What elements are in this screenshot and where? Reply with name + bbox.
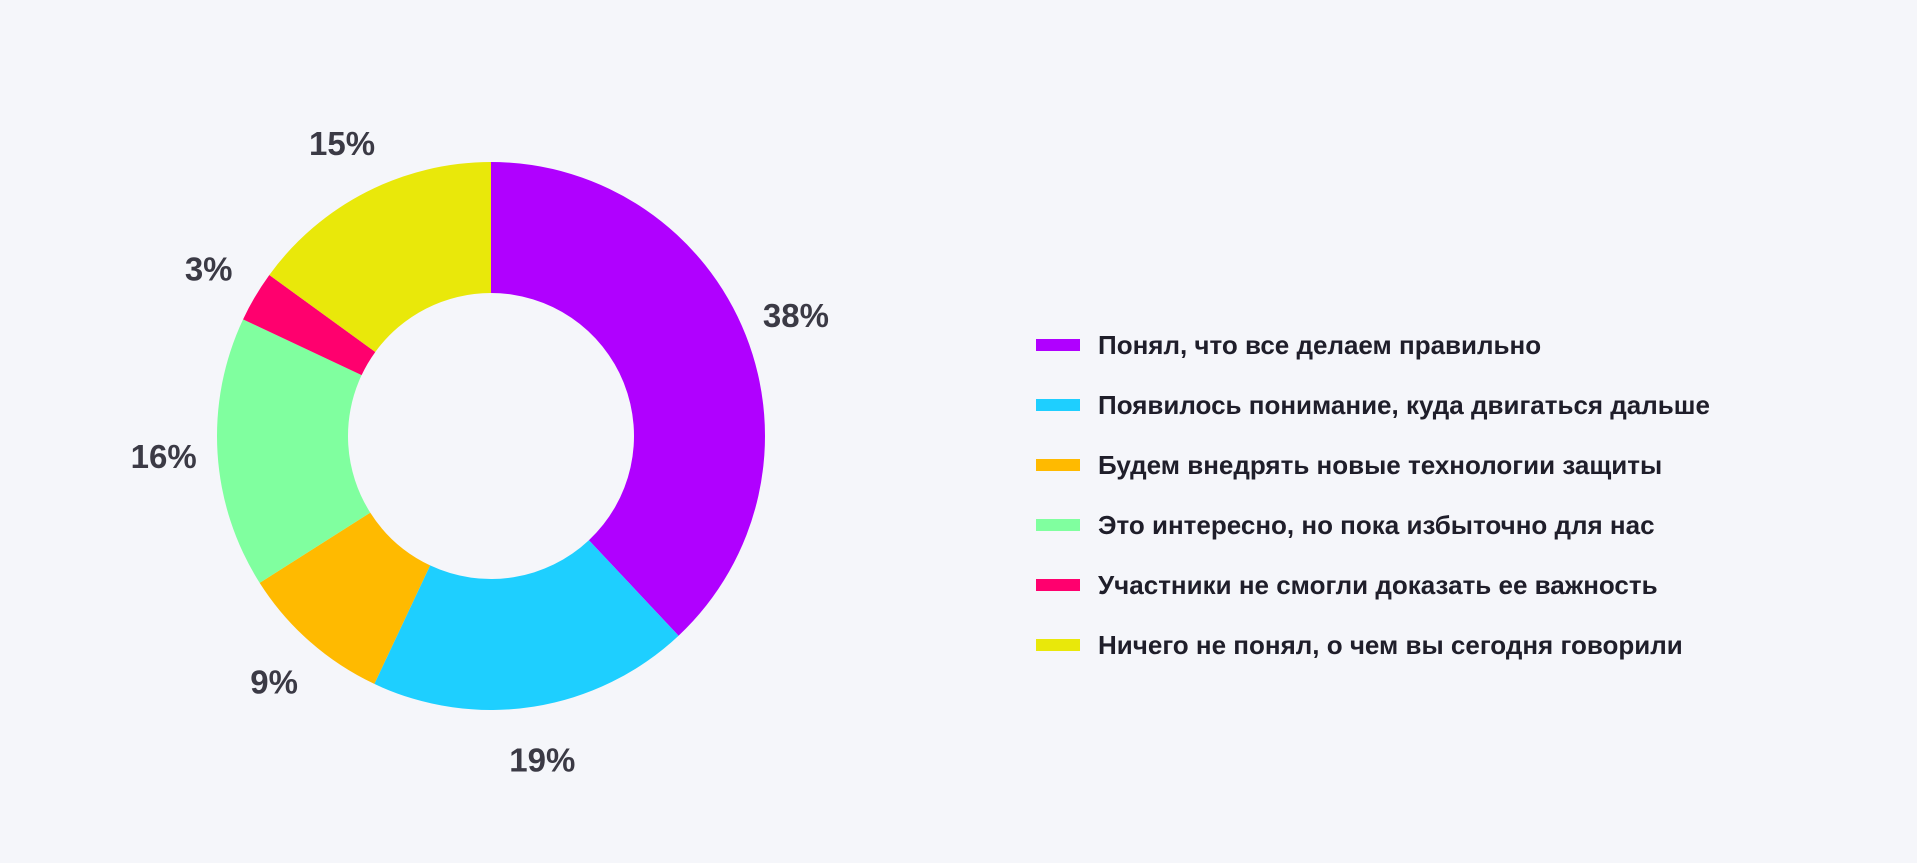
legend-label: Понял, что все делаем правильно bbox=[1098, 329, 1542, 360]
slice-percentage-label: 38% bbox=[763, 297, 829, 334]
legend-label: Будем внедрять новые технологии защиты bbox=[1098, 449, 1663, 480]
legend-item: Будем внедрять новые технологии защиты bbox=[1036, 435, 1710, 495]
legend-label: Это интересно, но пока избыточно для нас bbox=[1098, 509, 1655, 540]
donut-slice bbox=[217, 319, 371, 583]
slice-percentage-label: 15% bbox=[309, 125, 375, 162]
legend-item: Появилось понимание, куда двигаться даль… bbox=[1036, 375, 1710, 435]
slice-percentage-label: 19% bbox=[509, 741, 575, 778]
legend-item: Понял, что все делаем правильно bbox=[1036, 315, 1710, 375]
donut-slice bbox=[243, 274, 376, 376]
donut-slice bbox=[269, 162, 491, 352]
donut-slice bbox=[491, 162, 765, 636]
slice-percentage-label: 9% bbox=[250, 664, 298, 701]
slice-percentage-label: 3% bbox=[185, 251, 233, 288]
legend-swatch bbox=[1036, 579, 1080, 591]
donut-slices bbox=[217, 162, 765, 710]
legend-label: Ничего не понял, о чем вы сегодня говори… bbox=[1098, 629, 1683, 660]
legend-swatch bbox=[1036, 339, 1080, 351]
donut-slice bbox=[374, 540, 679, 710]
legend-swatch bbox=[1036, 519, 1080, 531]
legend-swatch bbox=[1036, 399, 1080, 411]
legend-item: Ничего не понял, о чем вы сегодня говори… bbox=[1036, 615, 1710, 675]
percentage-labels: 38% 19% 9% 16% 3% 15% bbox=[131, 125, 829, 778]
legend-swatch bbox=[1036, 639, 1080, 651]
legend-label: Появилось понимание, куда двигаться даль… bbox=[1098, 389, 1710, 420]
legend-label: Участники не смогли доказать ее важность bbox=[1098, 569, 1658, 600]
donut-slice bbox=[259, 512, 431, 684]
chart-legend: Понял, что все делаем правильно Появилос… bbox=[1036, 315, 1710, 675]
legend-item: Участники не смогли доказать ее важность bbox=[1036, 555, 1710, 615]
slice-percentage-label: 16% bbox=[131, 438, 197, 475]
legend-swatch bbox=[1036, 459, 1080, 471]
legend-item: Это интересно, но пока избыточно для нас bbox=[1036, 495, 1710, 555]
